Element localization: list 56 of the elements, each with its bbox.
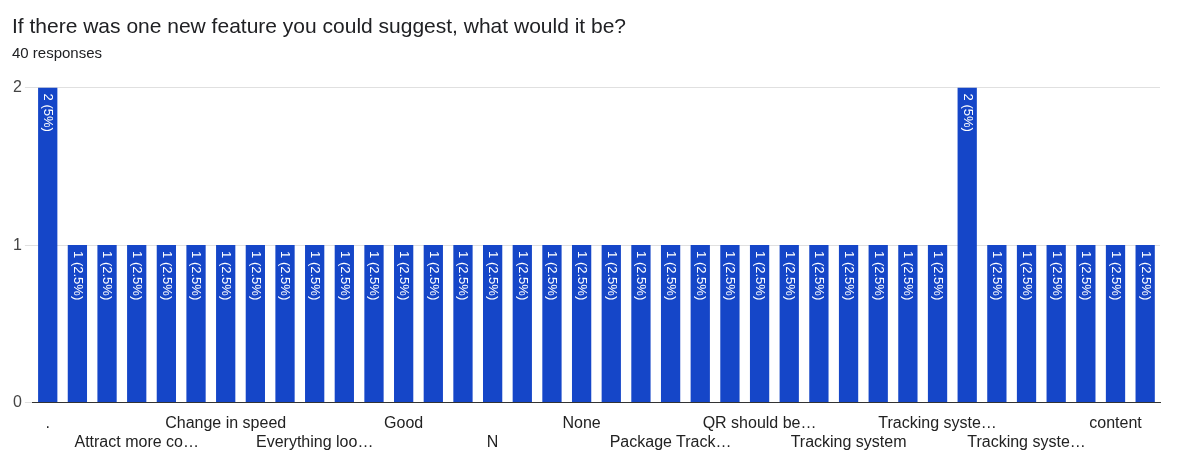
- x-tick-label: Change in speed: [165, 413, 287, 431]
- data-label: 1 (2.5%): [1138, 251, 1154, 301]
- data-label: 1 (2.5%): [100, 251, 116, 301]
- data-label: 1 (2.5%): [545, 251, 561, 301]
- data-label: 1 (2.5%): [1019, 251, 1035, 301]
- y-tick-label: 1: [12, 235, 22, 253]
- x-tick-label: Everything loo…: [255, 432, 374, 450]
- data-label: 1 (2.5%): [130, 251, 146, 301]
- y-tick-label: 0: [12, 393, 22, 411]
- x-tick-label: None: [562, 413, 601, 431]
- data-label: 1 (2.5%): [189, 251, 205, 301]
- data-label: 1 (2.5%): [841, 251, 857, 301]
- chart-subtitle: 40 responses: [11, 43, 104, 61]
- x-tick-label: Tracking syste…: [878, 413, 997, 431]
- data-label: 1 (2.5%): [367, 251, 383, 301]
- data-label: 1 (2.5%): [634, 251, 650, 301]
- data-label: 1 (2.5%): [871, 251, 887, 301]
- data-label: 1 (2.5%): [337, 251, 353, 301]
- x-tick-label: Good: [384, 413, 424, 431]
- data-label: 1 (2.5%): [664, 251, 680, 301]
- x-tick-label: .: [45, 413, 50, 431]
- x-tick-label: N: [486, 432, 499, 450]
- x-tick-label: Tracking syste…: [967, 432, 1086, 450]
- data-label: 1 (2.5%): [70, 251, 86, 301]
- data-label: 1 (2.5%): [693, 251, 709, 301]
- data-label: 1 (2.5%): [575, 251, 591, 301]
- x-tick-label: Attract more co…: [74, 432, 199, 450]
- data-label: 1 (2.5%): [1108, 251, 1124, 301]
- data-label: 1 (2.5%): [308, 251, 324, 301]
- data-label: 2 (5%): [41, 93, 57, 132]
- data-label: 1 (2.5%): [219, 251, 235, 301]
- chart-title: If there was one new feature you could suggest, what would it be?: [11, 13, 628, 38]
- x-tick-label: content: [1089, 413, 1143, 431]
- data-label: 1 (2.5%): [723, 251, 739, 301]
- data-label: 1 (2.5%): [397, 251, 413, 301]
- data-label: 1 (2.5%): [456, 251, 472, 301]
- data-label: 1 (2.5%): [248, 251, 264, 301]
- data-label: 1 (2.5%): [486, 251, 502, 301]
- data-label: 1 (2.5%): [812, 251, 828, 301]
- data-label: 1 (2.5%): [930, 251, 946, 301]
- data-label: 1 (2.5%): [990, 251, 1006, 301]
- data-label: 1 (2.5%): [1079, 251, 1095, 301]
- data-label: 1 (2.5%): [278, 251, 294, 301]
- y-tick-label: 2: [12, 78, 22, 96]
- data-label: 1 (2.5%): [901, 251, 917, 301]
- x-tick-label: Package Track…: [609, 432, 732, 450]
- data-label: 2 (5%): [960, 93, 976, 132]
- data-label: 1 (2.5%): [426, 251, 442, 301]
- data-label: 1 (2.5%): [604, 251, 620, 301]
- x-tick-label: Tracking system: [790, 432, 907, 450]
- x-tick-label: QR should be…: [702, 413, 817, 431]
- data-label: 1 (2.5%): [753, 251, 768, 301]
- data-label: 1 (2.5%): [1049, 251, 1065, 301]
- data-label: 1 (2.5%): [782, 251, 798, 301]
- data-label: 1 (2.5%): [515, 251, 531, 301]
- data-label: 1 (2.5%): [159, 251, 175, 301]
